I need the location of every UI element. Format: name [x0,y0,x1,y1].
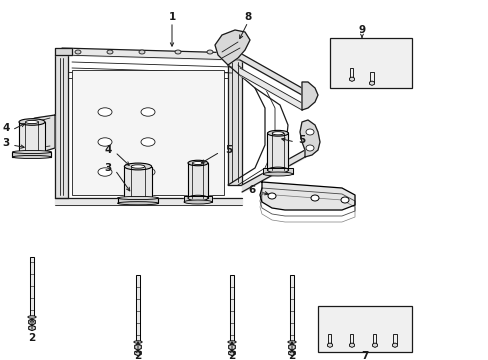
Ellipse shape [98,138,112,146]
Text: 7: 7 [361,351,368,360]
Polygon shape [55,48,72,55]
Ellipse shape [139,50,145,54]
Polygon shape [134,350,141,356]
Polygon shape [124,166,151,198]
Polygon shape [134,344,141,350]
Polygon shape [20,115,55,152]
Polygon shape [372,343,377,347]
Polygon shape [369,81,374,85]
Ellipse shape [227,341,236,343]
Ellipse shape [187,195,207,201]
Ellipse shape [141,168,155,176]
Polygon shape [260,182,354,210]
Text: 4: 4 [104,145,112,155]
Polygon shape [327,343,332,347]
Ellipse shape [131,165,144,168]
Ellipse shape [124,163,151,170]
Ellipse shape [13,156,51,158]
Polygon shape [349,343,354,347]
Text: 1: 1 [168,12,175,22]
Bar [72,70,224,195]
Polygon shape [228,344,235,350]
Ellipse shape [206,50,213,54]
Ellipse shape [267,167,288,173]
Text: 3: 3 [104,163,112,173]
Text: 5: 5 [224,145,232,155]
Ellipse shape [183,200,212,204]
Polygon shape [187,163,207,198]
Ellipse shape [141,138,155,146]
Polygon shape [288,344,295,350]
Text: 2: 2 [134,351,142,360]
Text: 5: 5 [297,135,305,145]
Ellipse shape [117,202,158,205]
Text: 8: 8 [244,12,251,22]
Text: 2: 2 [288,351,295,360]
Text: 2: 2 [228,351,235,360]
Text: 6: 6 [248,185,256,195]
Polygon shape [117,198,158,203]
Ellipse shape [267,130,288,136]
Ellipse shape [310,195,318,201]
Polygon shape [19,122,45,152]
Polygon shape [299,120,319,157]
Ellipse shape [107,50,113,54]
Ellipse shape [192,162,203,165]
Ellipse shape [19,119,45,125]
Ellipse shape [187,160,207,166]
Polygon shape [288,350,295,356]
Ellipse shape [287,341,296,343]
Polygon shape [302,82,317,110]
Ellipse shape [263,172,292,176]
Ellipse shape [141,108,155,116]
Ellipse shape [25,120,39,123]
Text: 4: 4 [2,123,10,133]
Ellipse shape [267,193,275,199]
Polygon shape [228,350,235,356]
Polygon shape [29,319,35,325]
Polygon shape [13,152,51,157]
Ellipse shape [305,129,313,135]
Ellipse shape [134,341,142,343]
Ellipse shape [98,108,112,116]
Ellipse shape [28,316,36,318]
Ellipse shape [117,197,158,199]
Ellipse shape [305,145,313,151]
Ellipse shape [98,168,112,176]
Ellipse shape [75,50,81,54]
Polygon shape [263,168,292,174]
Bar [317,306,411,352]
Text: 2: 2 [28,333,36,343]
Bar [329,38,411,88]
Ellipse shape [13,150,51,153]
Ellipse shape [272,132,283,135]
Ellipse shape [175,50,181,54]
Text: 3: 3 [3,138,10,148]
Polygon shape [29,325,35,330]
Polygon shape [183,196,212,202]
Ellipse shape [340,197,348,203]
Polygon shape [392,343,397,347]
Polygon shape [349,77,354,81]
Polygon shape [215,30,249,65]
Text: 9: 9 [358,25,365,35]
Polygon shape [267,133,288,170]
